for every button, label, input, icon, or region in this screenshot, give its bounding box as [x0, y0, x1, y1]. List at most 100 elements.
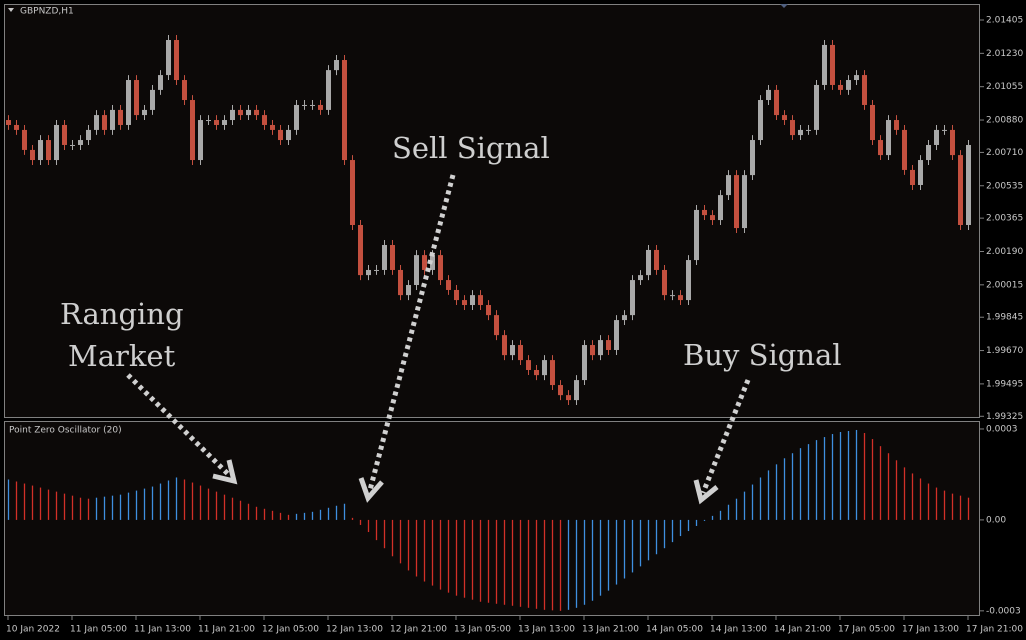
candle-body — [422, 255, 427, 270]
candle-body — [750, 140, 755, 176]
candle-body — [142, 109, 147, 116]
x-tick-label: 12 Jan 13:00 — [326, 625, 383, 635]
candle-body — [606, 340, 611, 350]
x-tick-label: 17 Jan 21:00 — [966, 625, 1023, 635]
candle-body — [886, 120, 891, 156]
candle-body — [214, 120, 219, 125]
candle-body — [790, 120, 795, 136]
candle-body — [30, 149, 35, 161]
candle-body — [286, 129, 291, 141]
candle-body — [726, 175, 731, 196]
candle-body — [638, 275, 643, 281]
candle-body — [718, 195, 723, 221]
candle-body — [390, 245, 395, 270]
candle-body — [806, 129, 811, 131]
candle-body — [318, 104, 323, 110]
x-tick-label: 12 Jan 21:00 — [390, 625, 447, 635]
candle-body — [358, 225, 363, 276]
y-tick-label: 2.01055 — [986, 82, 1023, 92]
candle-body — [326, 70, 331, 110]
arrow-head — [358, 477, 384, 503]
candle-body — [950, 129, 955, 156]
candle-body — [734, 175, 739, 229]
candle-body — [54, 124, 59, 161]
candle-body — [574, 380, 579, 401]
candle-body — [558, 385, 563, 396]
y-tick-label: 0.00 — [986, 515, 1006, 525]
candle-body — [846, 80, 851, 90]
candle-body — [222, 120, 227, 125]
oscillator-panel — [4, 421, 980, 616]
annotation: Sell Signal — [392, 131, 550, 165]
annotations: Ranging Market Sell Signal Buy Signal — [60, 131, 842, 373]
candle-body — [870, 104, 875, 141]
candle-body — [710, 215, 715, 221]
candle-body — [206, 120, 211, 122]
candle-body — [694, 209, 699, 261]
candle-body — [406, 285, 411, 296]
candle-body — [926, 144, 931, 161]
candle-body — [102, 115, 107, 130]
candle-body — [366, 269, 371, 276]
y-tick-label: -0.0003 — [986, 606, 1021, 616]
candle-body — [246, 109, 251, 116]
price-panel-title: GBPNZD,H1 — [20, 7, 74, 17]
candle-body — [294, 104, 299, 130]
candle-body — [478, 295, 483, 306]
oscillator-bars — [7, 429, 970, 611]
candle-body — [462, 300, 467, 306]
candle-body — [238, 109, 243, 116]
candle-body — [766, 89, 771, 101]
x-tick-label: 13 Jan 21:00 — [582, 625, 639, 635]
candle-body — [190, 100, 195, 161]
candle-body — [70, 144, 75, 146]
candle-body — [902, 129, 907, 170]
candle-body — [918, 160, 923, 185]
candles — [6, 35, 971, 406]
candle-body — [110, 109, 115, 130]
candle-body — [302, 104, 307, 106]
candle-body — [526, 360, 531, 370]
x-tick-label: 11 Jan 21:00 — [198, 625, 255, 635]
candle-body — [838, 84, 843, 90]
candle-body — [702, 209, 707, 216]
candle-body — [662, 269, 667, 296]
candle-body — [398, 269, 403, 296]
y-tick-label: 1.99670 — [986, 346, 1023, 356]
candle-body — [646, 249, 651, 276]
candle-body — [686, 260, 691, 301]
candle-body — [782, 115, 787, 121]
candle-body — [614, 320, 619, 350]
candle-body — [494, 315, 499, 336]
x-tick-label: 14 Jan 21:00 — [774, 625, 831, 635]
candle-body — [262, 115, 267, 125]
candle-body — [966, 144, 971, 226]
y-tick-label: 2.01405 — [986, 16, 1023, 26]
candle-body — [38, 140, 43, 161]
candle-body — [454, 289, 459, 301]
candle-body — [566, 395, 571, 401]
candle-body — [510, 345, 515, 356]
candle-body — [894, 120, 899, 130]
candle-body — [350, 160, 355, 226]
candle-body — [150, 89, 155, 110]
candle-body — [518, 345, 523, 361]
candle-body — [758, 100, 763, 141]
candle-body — [822, 44, 827, 85]
candle-body — [374, 269, 379, 271]
candle-body — [590, 345, 595, 356]
candle-body — [118, 109, 123, 125]
candle-body — [470, 295, 475, 306]
candle-body — [550, 360, 555, 386]
menu-triangle[interactable] — [8, 8, 14, 12]
candle-body — [622, 315, 627, 321]
y-tick-label: 2.00365 — [986, 214, 1023, 224]
candle-body — [230, 109, 235, 121]
candle-body — [814, 84, 819, 130]
candle-body — [502, 335, 507, 356]
arrow-head — [693, 479, 719, 505]
arrow-head — [212, 459, 238, 485]
candle-body — [6, 120, 11, 125]
candle-body — [166, 40, 171, 76]
candle-body — [630, 280, 635, 316]
